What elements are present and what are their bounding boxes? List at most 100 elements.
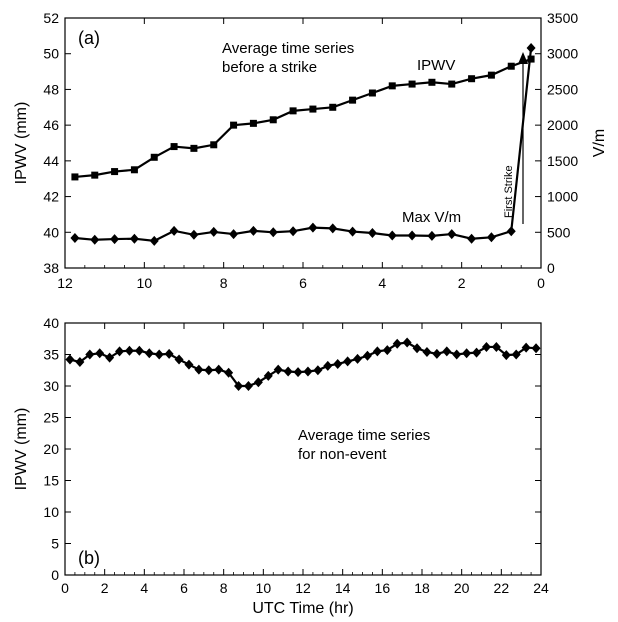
panel-b-series-0-point-14 (204, 365, 214, 376)
panel-b-series-0-point-22 (283, 366, 293, 377)
panel-b-y-tick-label: 35 (43, 347, 59, 363)
panel-a-x-tick-label: 8 (220, 275, 228, 291)
panel-a-series-1-point-3 (129, 233, 139, 244)
panel-a-series-1-point-0 (70, 233, 80, 243)
panel-a-series-1-point-2 (110, 234, 120, 245)
panel-b-series-0-point-34 (402, 337, 412, 348)
panel-a-series (70, 43, 536, 246)
panel-a-series-1-point-12 (308, 222, 318, 233)
panel-b-series-0-point-23 (293, 367, 303, 378)
panel-a-series-0-point-16 (388, 82, 396, 90)
panel-b-x-tick-label: 8 (220, 580, 228, 596)
panel-a-label: (a) (78, 28, 100, 48)
panel-b-series-0-point-32 (382, 345, 392, 356)
panel-b-series-0-point-10 (164, 348, 174, 359)
panel-b-series-0-point-4 (105, 352, 115, 363)
panel-b-series-0-point-39 (452, 349, 462, 360)
panel-a-series-0-point-19 (448, 80, 456, 88)
panel-a-y2-tick-label: 3000 (547, 46, 578, 62)
panel-a-y-tick-label: 46 (43, 117, 59, 133)
panel-b-series-0-point-40 (462, 348, 472, 359)
panel-b-y-tick-label: 0 (51, 567, 59, 583)
panel-a-series-1-point-15 (367, 228, 377, 238)
panel-a-y-tick-label: 52 (43, 10, 59, 26)
panel-b-series-0-point-15 (214, 364, 224, 375)
panel-a-y-tick-label: 40 (43, 224, 59, 240)
panel-b-series-0-point-43 (491, 341, 501, 352)
panel-b-series-0-point-27 (333, 358, 343, 369)
panel-b-series-0-point-44 (501, 350, 511, 361)
panel-b-x-tick-label: 6 (180, 580, 188, 596)
panel-a-series-0-point-15 (368, 89, 376, 97)
panel-a-series-0-point-6 (190, 144, 198, 152)
panel-b-x-tick-label: 22 (494, 580, 510, 596)
panel-b-series-0-point-47 (531, 343, 541, 354)
panel-b-series-0-point-0 (65, 354, 75, 365)
panel-b-y-tick-label: 10 (43, 504, 59, 520)
panel-b-series-0-point-20 (263, 370, 273, 381)
panel-a-series-1-point-13 (328, 223, 338, 234)
panel-a-y2-ticks: 0 500 1000 1500 2000 2500 3000 3500 (535, 10, 578, 276)
panel-b-series-0-point-30 (362, 350, 372, 361)
panel-b-series-0-point-8 (144, 348, 154, 359)
panel-a-series-1-point-16 (387, 230, 397, 241)
panel-b-series-0-point-12 (184, 359, 194, 370)
panel-a-y2-tick-label: 1000 (547, 189, 578, 205)
panel-a-series-0-point-18 (428, 78, 436, 86)
panel-a-series-1-point-6 (189, 229, 199, 240)
panel-a-series-0-point-11 (289, 107, 297, 115)
panel-a-series-0-point-21 (487, 71, 495, 79)
panel-b-x-tick-label: 0 (61, 580, 69, 596)
panel-b-series-0-point-41 (472, 347, 482, 358)
panel-a-series-1-point-10 (268, 227, 278, 238)
panel-b-y-tick-label: 15 (43, 473, 59, 489)
panel-b-series-0-point-38 (442, 346, 452, 357)
panel-b-x-tick-label: 12 (295, 580, 311, 596)
panel-a-x-tick-label: 10 (137, 275, 153, 291)
panel-a-series-1-point-22 (506, 226, 516, 237)
panel-b-series-0-point-45 (511, 349, 521, 360)
panel-b-series-0-point-18 (243, 381, 253, 391)
panel-b-series-0-point-2 (85, 349, 95, 360)
panel-a-series-0-point-14 (349, 96, 357, 104)
panel-b-series-0-point-33 (392, 338, 402, 349)
panel-b-y-tick-label: 5 (51, 536, 59, 552)
panel-b-series-0-point-3 (95, 348, 105, 359)
panel-b-y-tick-label: 25 (43, 410, 59, 426)
panel-a-y-tick-label: 38 (43, 260, 59, 276)
panel-a-y-axis-title: IPWV (mm) (13, 102, 30, 185)
panel-a-series-0-point-23 (527, 55, 535, 63)
panel-b-series-0-point-16 (224, 367, 234, 378)
panel-b-y-tick-label: 30 (43, 378, 59, 394)
panel-a-series-0-line (74, 58, 532, 179)
panel-b-series-0-point-5 (115, 346, 125, 357)
panel-b-series-0-point-46 (521, 342, 531, 353)
panel-a-series-0-point-12 (309, 105, 317, 113)
panel-a-series-0-point-13 (329, 103, 337, 111)
panel-b-y-axis-title: IPWV (mm) (13, 408, 30, 491)
panel-b-x-tick-label: 18 (414, 580, 430, 596)
panel-a-series-1-point-17 (407, 230, 417, 241)
panel-a-series-0-point-2 (111, 168, 119, 176)
panel-a-y-tick-label: 42 (43, 189, 59, 205)
panel-b-series-0-point-13 (194, 364, 204, 375)
panel-a-series-0-point-20 (468, 75, 476, 83)
panel-b-series (65, 337, 541, 391)
panel-a-series-0-point-22 (507, 62, 515, 70)
panel-a-y-ticks: 38 40 42 44 46 48 50 52 (43, 10, 71, 276)
panel-a-series-0-point-10 (269, 116, 277, 124)
panel-b-x-tick-label: 10 (256, 580, 272, 596)
panel-a-series-0-point-1 (91, 171, 99, 179)
panel-b-series-0-point-26 (323, 360, 333, 371)
panel-a-series-1-point-21 (486, 232, 496, 243)
panel-a-series-1-point-4 (149, 235, 159, 246)
panel-a-x-tick-label: 2 (458, 275, 466, 291)
panel-b-series-0-point-35 (412, 343, 422, 354)
panel-a-series-1-point-5 (169, 225, 179, 236)
panel-a-series-0-point-17 (408, 80, 416, 88)
panel-a-x-ticks: 12 10 8 6 4 2 0 (57, 18, 545, 291)
panel-b-series-0-point-36 (422, 346, 432, 357)
panel-a-first-strike-label: First Strike (503, 165, 515, 218)
panel-a-series-1-point-23 (526, 43, 536, 53)
panel-b-series-0-point-6 (124, 345, 134, 356)
